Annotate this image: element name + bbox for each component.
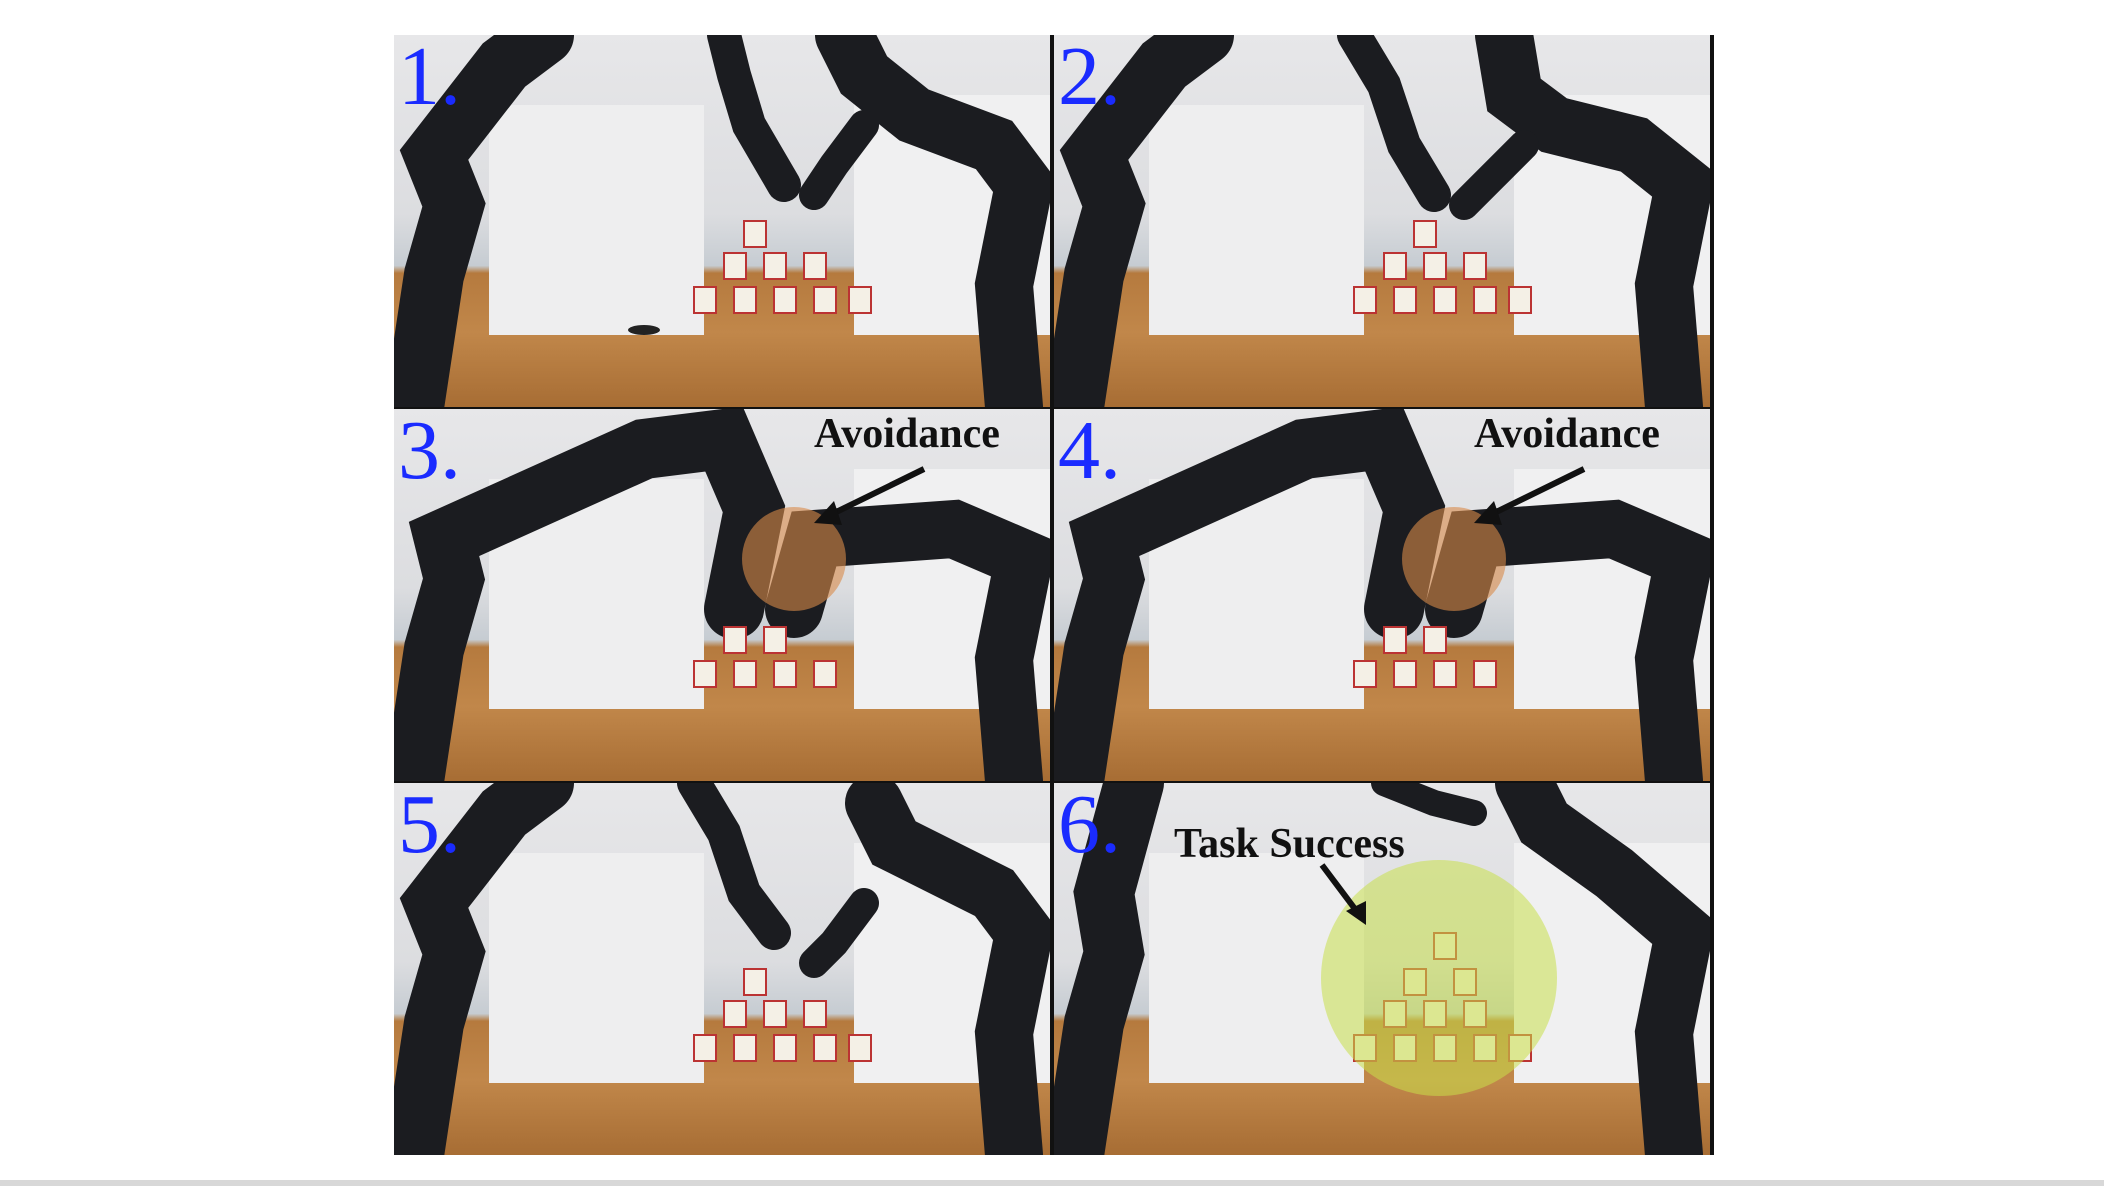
success-highlight	[1321, 860, 1557, 1096]
annotation-label: Avoidance	[814, 411, 1000, 457]
figure-grid: 1. 2.	[394, 35, 1714, 1155]
panel-1: 1.	[394, 35, 1050, 407]
panel-number: 2.	[1058, 35, 1121, 123]
bottom-divider	[0, 1180, 2104, 1186]
robot-arm-icon	[394, 35, 1050, 407]
robot-arm-icon	[1054, 783, 1710, 1155]
robot-scene-6	[1054, 783, 1710, 1155]
panel-2: 2.	[1054, 35, 1710, 407]
robot-arm-icon	[1054, 35, 1710, 407]
panel-4: 4. Avoidance	[1054, 409, 1710, 781]
arrow-icon	[814, 466, 926, 525]
annotation-label: Avoidance	[1474, 411, 1660, 457]
panel-3: 3. Avoidance	[394, 409, 1050, 781]
cup-pyramid-icon	[693, 220, 872, 314]
panel-number: 1.	[398, 35, 461, 123]
robot-arm-icon	[394, 783, 1050, 1155]
panel-number: 5.	[398, 783, 461, 871]
robot-scene-1	[394, 35, 1050, 407]
panel-6: 6. Task Success	[1054, 783, 1710, 1155]
panel-number: 3.	[398, 409, 461, 497]
arrow-icon	[1319, 863, 1366, 925]
avoidance-highlight	[742, 507, 846, 611]
robot-scene-5	[394, 783, 1050, 1155]
robot-scene-2	[1054, 35, 1710, 407]
robot-scene-3	[394, 409, 1050, 781]
panel-number: 4.	[1058, 409, 1121, 497]
avoidance-highlight	[1402, 507, 1506, 611]
arrow-icon	[1474, 466, 1586, 525]
panel-5: 5.	[394, 783, 1050, 1155]
robot-scene-4	[1054, 409, 1710, 781]
panel-number: 6.	[1058, 783, 1121, 871]
annotation-label: Task Success	[1174, 821, 1405, 867]
